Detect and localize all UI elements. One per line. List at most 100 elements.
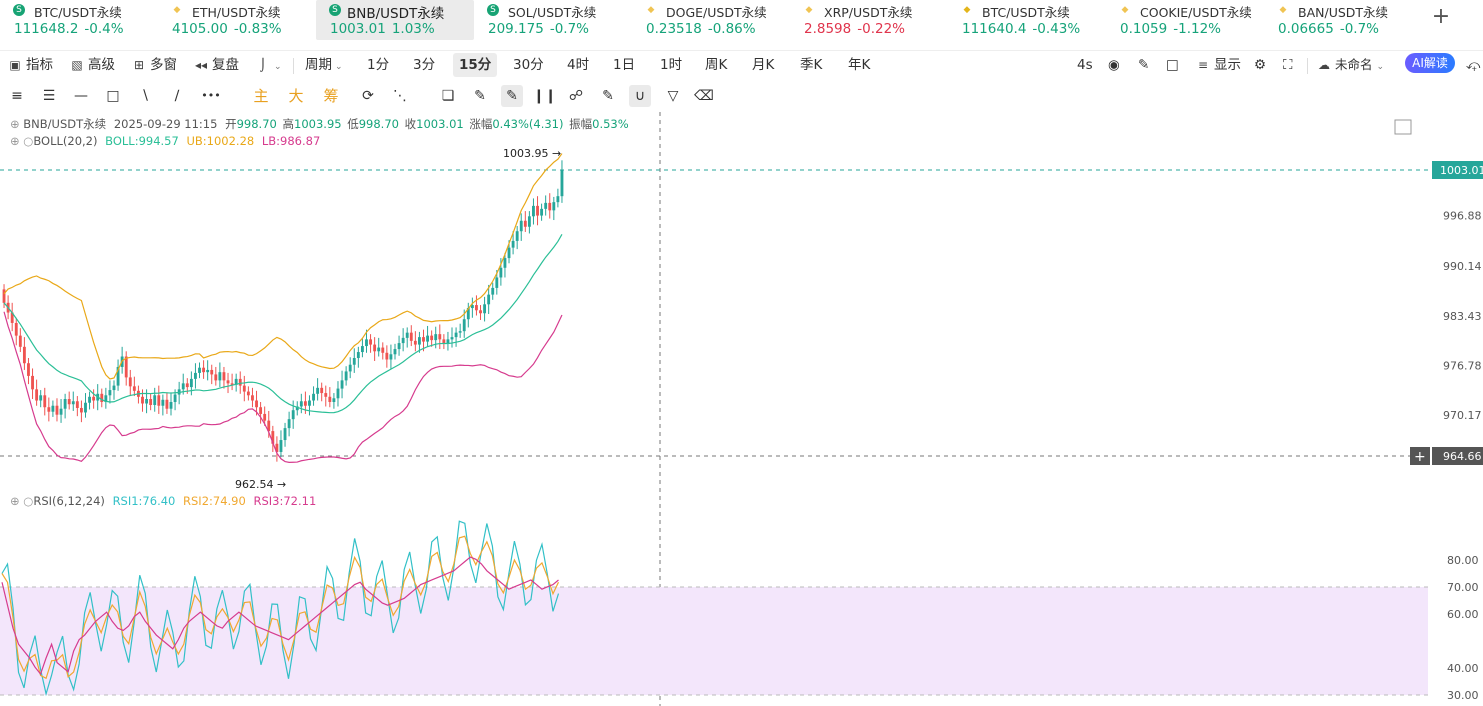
- doge-icon: ◆: [647, 5, 655, 15]
- candle-body: [59, 408, 63, 415]
- share-icon[interactable]: ⤽: [1466, 57, 1481, 73]
- chevron-down-icon: ⌄: [274, 62, 282, 72]
- edit-note-icon[interactable]: ✎: [602, 88, 614, 104]
- chip-distribution-button[interactable]: 筹: [323, 87, 339, 105]
- trash-icon[interactable]: ⌫: [694, 88, 714, 104]
- expand-icon[interactable]: [1394, 119, 1412, 135]
- ticker-name: XRP/USDT永续: [824, 5, 913, 20]
- candle-body: [181, 383, 185, 390]
- ticker-change-value: 1.03%: [391, 21, 435, 37]
- collapse-icon[interactable]: ⊕: [10, 134, 20, 148]
- ticker-price-value: 2.8598: [804, 21, 852, 37]
- menu-lines-icon[interactable]: ≡: [11, 88, 23, 104]
- ticker-sol[interactable]: S SOL/USDT永续 209.175 -0.7%: [474, 0, 632, 40]
- ticker-ban[interactable]: ◆ BAN/USDT永续 0.06665 -0.7%: [1264, 0, 1422, 40]
- candle-body: [397, 343, 401, 350]
- settings-icon[interactable]: ⚙: [1254, 57, 1267, 73]
- price-chart[interactable]: 1003.95 → 962.54 → 1003.01 996.88 990.14 983.…: [0, 112, 1483, 706]
- interval-2[interactable]: 15分: [453, 53, 498, 77]
- magnet-draw-icon[interactable]: ✎: [501, 85, 523, 107]
- ticker-cookie[interactable]: ◆ COOKIE/USDT永续 0.1059 -1.12%: [1106, 0, 1264, 40]
- price-axis-label: 970.17: [1443, 409, 1482, 422]
- multi-window-button[interactable]: ⊞ 多窗: [132, 53, 177, 77]
- chart-type-button[interactable]: ⌡ ⌄: [256, 53, 282, 77]
- ticker-doge[interactable]: ◆ DOGE/USDT永续 0.23518 -0.86%: [632, 0, 790, 40]
- eraser-icon[interactable]: ✎: [474, 88, 486, 104]
- trend-angle-icon[interactable]: ∖: [140, 88, 150, 104]
- display-button[interactable]: ≡ 显示: [1196, 53, 1241, 77]
- refresh-interval[interactable]: 4s: [1077, 57, 1093, 73]
- replay-button[interactable]: ◂◂ 复盘: [194, 53, 239, 77]
- collapse-icon[interactable]: ⊕: [10, 494, 20, 508]
- indicators-button[interactable]: ▣ 指标: [8, 53, 53, 77]
- bell-icon[interactable]: ○: [23, 494, 34, 508]
- list-icon[interactable]: ☰: [42, 88, 56, 104]
- main-chart-button[interactable]: 主: [253, 87, 269, 105]
- candle-body: [291, 410, 295, 420]
- candle-body: [39, 395, 43, 401]
- ticker-bar: S BTC/USDT永续 111648.2 -0.4% ◆ ETH/USDT永续 4105.…: [0, 0, 1483, 40]
- magic-icon[interactable]: ⟳: [362, 88, 374, 104]
- interval-6[interactable]: 1时: [660, 57, 683, 73]
- candle-body: [198, 367, 201, 373]
- pencil-icon[interactable]: ✎: [1138, 57, 1150, 73]
- interval-4[interactable]: 4时: [567, 57, 590, 73]
- candle-body: [483, 304, 487, 314]
- copy-icon[interactable]: ❏: [441, 88, 455, 104]
- ban-icon: ◆: [1279, 5, 1287, 15]
- bell-icon[interactable]: ○: [23, 134, 34, 148]
- change-label: 涨幅: [469, 117, 493, 131]
- interval-5[interactable]: 1日: [613, 57, 636, 73]
- candle-body: [405, 332, 409, 338]
- interval-7[interactable]: 周K: [705, 57, 728, 73]
- ticker-btc[interactable]: S BTC/USDT永续 111648.2 -0.4%: [0, 0, 158, 40]
- interval-0[interactable]: 1分: [367, 57, 390, 73]
- candle-body: [527, 216, 531, 227]
- ticker-eth[interactable]: ◆ ETH/USDT永续 4105.00 -0.83%: [158, 0, 316, 40]
- rectangle-icon[interactable]: □: [106, 88, 120, 104]
- ticker-xrp[interactable]: ◆ XRP/USDT永续 2.8598 -0.22%: [790, 0, 948, 40]
- interval-3[interactable]: 30分: [513, 57, 544, 73]
- candle-body: [279, 440, 283, 452]
- candles-icon[interactable]: ❙❙: [533, 88, 557, 104]
- period-button[interactable]: 周期 ⌄: [305, 53, 343, 77]
- rsi-axis-label: 80.00: [1447, 554, 1479, 567]
- datetime-label: 2025-09-29 11:15: [113, 117, 218, 131]
- big-order-button[interactable]: 大: [288, 87, 304, 105]
- filter-icon[interactable]: ▽: [667, 88, 679, 104]
- ticker-price: 209.175 -0.7%: [488, 21, 589, 37]
- ticker-change-value: -0.7%: [549, 21, 589, 37]
- ticker-btc[interactable]: ◆ BTC/USDT永续 111640.4 -0.43%: [948, 0, 1106, 40]
- ticker-change-value: -0.4%: [84, 21, 124, 37]
- add-ticker-button[interactable]: +: [1431, 4, 1451, 29]
- add-alert-button[interactable]: [1410, 447, 1430, 465]
- ticker-change-value: -1.12%: [1173, 21, 1222, 37]
- candle-body: [308, 400, 311, 406]
- interval-8[interactable]: 月K: [752, 57, 775, 73]
- rsi1-value: RSI1:76.40: [112, 494, 176, 508]
- more-dots-icon[interactable]: •••: [201, 89, 221, 102]
- measure-icon[interactable]: ⋱: [393, 88, 407, 104]
- interval-9[interactable]: 季K: [800, 57, 823, 73]
- interval-1[interactable]: 3分: [413, 57, 436, 73]
- ai-read-button[interactable]: AI解读: [1405, 53, 1455, 73]
- ticker-price: 111648.2 -0.4%: [14, 21, 124, 37]
- layout-name-button[interactable]: ☁ 未命名 ⌄: [1317, 53, 1384, 77]
- magnet-icon[interactable]: ∪: [629, 85, 651, 107]
- plus-icon: +: [1414, 449, 1426, 465]
- collapse-icon[interactable]: ⊕: [10, 117, 20, 131]
- advanced-button[interactable]: ▧ 高级: [70, 53, 115, 77]
- trend-line-icon[interactable]: ∕: [174, 88, 180, 104]
- lock-icon[interactable]: ☍: [568, 88, 584, 104]
- fullscreen-icon[interactable]: ⛶: [1283, 57, 1293, 73]
- interval-10[interactable]: 年K: [848, 57, 871, 73]
- candle-body: [263, 413, 267, 421]
- sol-icon: S: [487, 4, 499, 16]
- ticker-name: BTC/USDT永续: [982, 5, 1070, 20]
- ticker-bnb[interactable]: S BNB/USDT永续 1003.01 1.03%: [316, 0, 474, 40]
- candle-body: [519, 220, 523, 232]
- horizontal-line-icon[interactable]: —: [74, 88, 88, 104]
- camera-icon[interactable]: ◉: [1108, 57, 1120, 73]
- candle-body: [84, 402, 87, 413]
- template-icon[interactable]: □: [1166, 57, 1179, 73]
